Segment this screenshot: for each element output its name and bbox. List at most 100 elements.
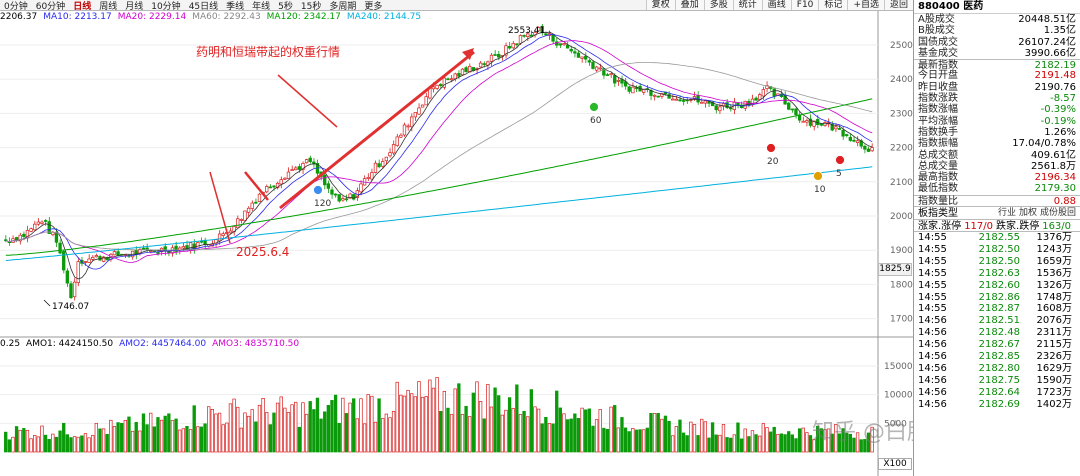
timeframe-tab[interactable]: 多周期 [329,1,357,11]
kline-chart[interactable]: 2500 2400 2300 2200 2100 2000 1900 1800 1700 1500… [0,0,913,476]
candle-body [671,98,675,101]
volume-bar [449,414,454,453]
timeframe-tab[interactable]: 0分钟 [4,1,28,11]
volume-bar [199,426,204,453]
candle-body [395,136,399,146]
timeframe-tab[interactable]: 15秒 [300,1,322,11]
volume-bar [83,433,88,453]
candle-body [268,186,272,189]
note-pointer [277,74,338,128]
stat-value: 409.61亿 [1031,149,1076,161]
volume-bar [714,434,718,453]
volume-bar [500,414,504,453]
toolbar-button[interactable]: 标记 [818,0,848,10]
candle-body [457,73,461,77]
toolbar-button[interactable]: 复权 [645,0,675,10]
volume-bar [40,425,44,453]
timeframe-tab[interactable]: 年线 [252,1,271,11]
candle-body [576,52,581,58]
stat-label: 指数量比 [918,195,958,207]
ma-legend-item: MA10: 2213.17 [43,12,112,22]
candle-body [710,101,715,107]
volume-bar [533,406,537,453]
price-tick-label: 2200 [890,144,913,154]
candle-body [569,48,573,52]
volume-bar [145,424,149,453]
volume-tick-label: 15000 [884,362,913,372]
tick-volume: 1376万 [1036,232,1072,244]
note-weight-rally: 药明和恒瑞带起的权重行情 [196,44,340,59]
tick-time: 14:55 [918,279,947,291]
volume-bar [645,427,650,453]
board-tab[interactable]: 加权 [1018,208,1037,219]
volume-bar [435,377,439,453]
volume-bar [819,428,824,453]
tick-row: 14:56 2182.69 1402万 [914,399,1080,411]
volume-bar [812,439,816,453]
volume-bar [805,432,809,453]
toolbar-button[interactable]: +自选 [847,0,884,10]
volume-bar [362,423,367,453]
volume-bar [584,409,588,453]
toolbar-button[interactable]: 返回 [883,0,913,10]
toolbar-button[interactable]: 多股 [703,0,733,10]
volume-unit-button[interactable]: X100 [878,458,912,470]
candle-body [246,207,251,213]
tick-time: 14:55 [918,291,947,303]
volume-bar [326,405,330,453]
timeframe-tab[interactable]: 周线 [99,1,118,11]
ma-legend-item: MA120: 2342.17 [266,12,341,22]
volume-bar [830,433,834,453]
candle-body [87,258,91,263]
timeframe-tab[interactable]: 日线 [73,1,92,11]
candle-body [65,270,70,284]
toolbar-button[interactable]: 统计 [732,0,762,10]
candle-body [801,120,805,123]
volume-bar [656,413,660,453]
tick-price: 2182.55 [978,232,1020,244]
price-tick-label: 2300 [890,109,913,119]
toolbar-button[interactable]: F10 [790,0,819,10]
candle-body [544,33,548,36]
timeframe-tab[interactable]: 月线 [125,1,144,11]
candle-body [493,54,497,56]
candle-body [236,218,240,229]
board-tab[interactable]: 行业 [997,208,1016,219]
volume-tick-label: 5000 [884,419,907,429]
index-info-panel: 880400 医药 A股成交 20448.51亿 B股成交 1.35亿 国债成交 2610… [913,0,1080,476]
volume-bar [43,434,48,453]
candle-body [54,231,59,243]
volume-bar [631,428,635,453]
timeframe-tab[interactable]: 10分钟 [151,1,181,11]
stat-row: 最低指数 2179.30 [914,183,1080,194]
timeframe-tab[interactable]: 45日线 [188,1,219,11]
timeframe-tab[interactable]: 5秒 [278,1,293,11]
volume-bar [152,426,156,453]
volume-bar [228,403,233,453]
candle-body [526,33,530,37]
tick-volume: 1723万 [1036,386,1072,398]
timeframe-tab[interactable]: 更多 [364,1,383,11]
volume-bar [776,434,780,453]
tick-price: 2182.63 [978,267,1020,279]
candle-body [446,78,450,81]
volume-bar [272,412,276,453]
volume-bar [170,420,175,453]
price-tick-label: 2100 [890,178,913,188]
timeframe-tab[interactable]: 60分钟 [35,1,66,11]
stat-value: 2196.34 [1034,172,1076,184]
high-price-label: 2553.41 [508,26,545,36]
board-tab[interactable]: 成份股回 [1039,208,1076,219]
candle-body [101,256,106,262]
candle-body [366,177,370,179]
tick-row: 14:55 2182.50 1659万 [914,256,1080,268]
timeframe-tab[interactable]: 季线 [226,1,245,11]
tick-list[interactable]: 14:55 2182.55 1376万 14:55 2182.50 1243万 14:55 2… [914,232,1080,410]
volume-bar [707,437,711,453]
toolbar-button[interactable]: 画线 [761,0,791,10]
ma-cross-label: 10 [814,185,826,195]
toolbar-button[interactable]: 叠加 [674,0,704,10]
volume-bar [431,387,436,453]
stat-label: 平均涨幅 [918,115,958,127]
volume-bar [464,405,468,453]
